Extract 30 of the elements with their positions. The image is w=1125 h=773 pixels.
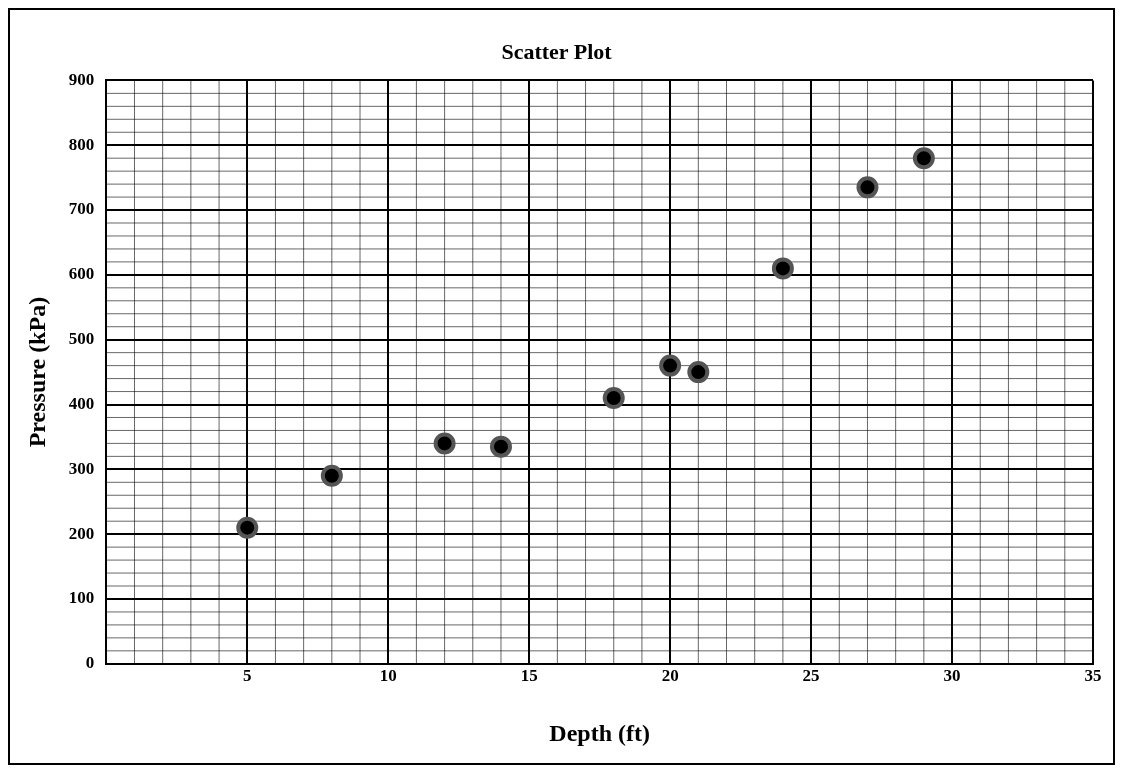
point bbox=[489, 435, 512, 458]
y-tick-label: 0 bbox=[85, 653, 95, 673]
y-tick-label: 400 bbox=[68, 393, 95, 413]
point bbox=[433, 432, 456, 455]
y-tick-label: 500 bbox=[68, 329, 95, 349]
point bbox=[236, 516, 259, 539]
y-tick-label: 300 bbox=[68, 458, 95, 478]
x-tick-label: 15 bbox=[520, 666, 538, 686]
y-tick-label: 800 bbox=[68, 134, 95, 154]
x-tick-label: 35 bbox=[1084, 666, 1102, 686]
y-tick-label: 600 bbox=[68, 264, 95, 284]
x-axis-title: Depth (ft) bbox=[549, 719, 650, 746]
x-tick-label: 5 bbox=[243, 666, 252, 686]
point bbox=[856, 176, 879, 199]
x-tick-label: 30 bbox=[943, 666, 961, 686]
y-axis-title: Pressure (kPa) bbox=[23, 296, 50, 448]
point bbox=[687, 361, 710, 384]
x-tick-label: 20 bbox=[661, 666, 679, 686]
point bbox=[602, 387, 625, 410]
y-tick-label: 100 bbox=[68, 588, 95, 608]
x-tick-label: 25 bbox=[802, 666, 820, 686]
x-tick-label: 10 bbox=[379, 666, 397, 686]
point bbox=[320, 464, 343, 487]
point bbox=[912, 147, 935, 170]
y-tick-label: 700 bbox=[68, 199, 95, 219]
y-tick-label: 900 bbox=[68, 69, 95, 89]
point bbox=[771, 257, 794, 280]
y-tick-label: 200 bbox=[68, 523, 95, 543]
chart-title: Scatter Plot bbox=[501, 38, 613, 64]
point bbox=[659, 354, 682, 377]
